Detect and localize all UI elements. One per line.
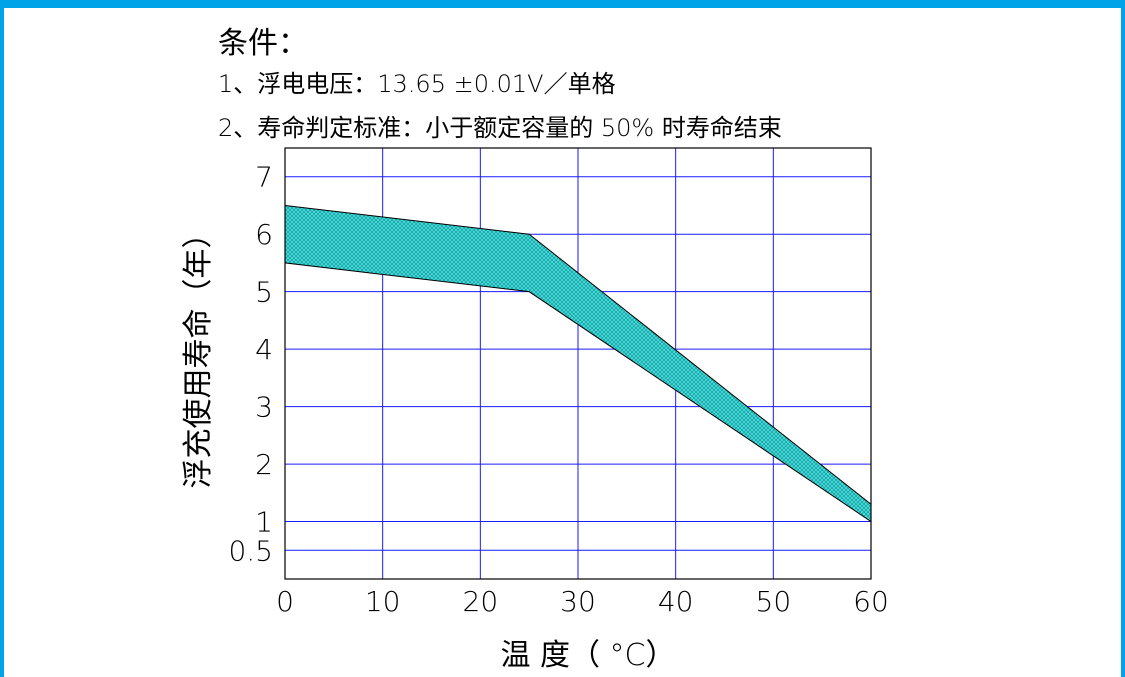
condition-float-voltage: 1、浮电电压：13.65 ±0.01V／单格 — [218, 70, 616, 98]
x-tick-label: 20 — [463, 585, 499, 618]
grid-lines — [284, 148, 872, 579]
x-tick-label: 40 — [658, 585, 694, 618]
y-tick-label: 2 — [255, 448, 273, 481]
y-tick-label: 1 — [255, 506, 273, 539]
conditions-title: 条件： — [218, 26, 308, 61]
y-tick-label: 7 — [255, 161, 273, 194]
x-tick-label: 60 — [853, 585, 889, 618]
x-tick-label: 10 — [365, 585, 401, 618]
plot-border — [284, 147, 872, 580]
x-tick-label: 30 — [560, 585, 596, 618]
condition-life-criterion: 2、寿命判定标准：小于额定容量的 50% 时寿命结束 — [218, 114, 782, 142]
y-tick-labels: 0.51 2 3 4 5 6 7 — [228, 161, 273, 568]
y-tick-label: 6 — [255, 218, 273, 251]
y-axis-label: 浮充使用寿命（年） — [181, 219, 216, 489]
y-tick-label: 4 — [255, 333, 273, 366]
x-tick-label: 0 — [276, 585, 294, 618]
x-axis-label: 温 度（ °C） — [500, 638, 675, 673]
y-tick-label: 3 — [255, 391, 273, 424]
x-tick-label: 50 — [756, 585, 792, 618]
y-tick-label: 5 — [255, 276, 273, 309]
y-tick-label: 0.5 — [228, 534, 273, 567]
x-tick-labels: 0 10 20 30 40 50 60 — [276, 585, 889, 618]
